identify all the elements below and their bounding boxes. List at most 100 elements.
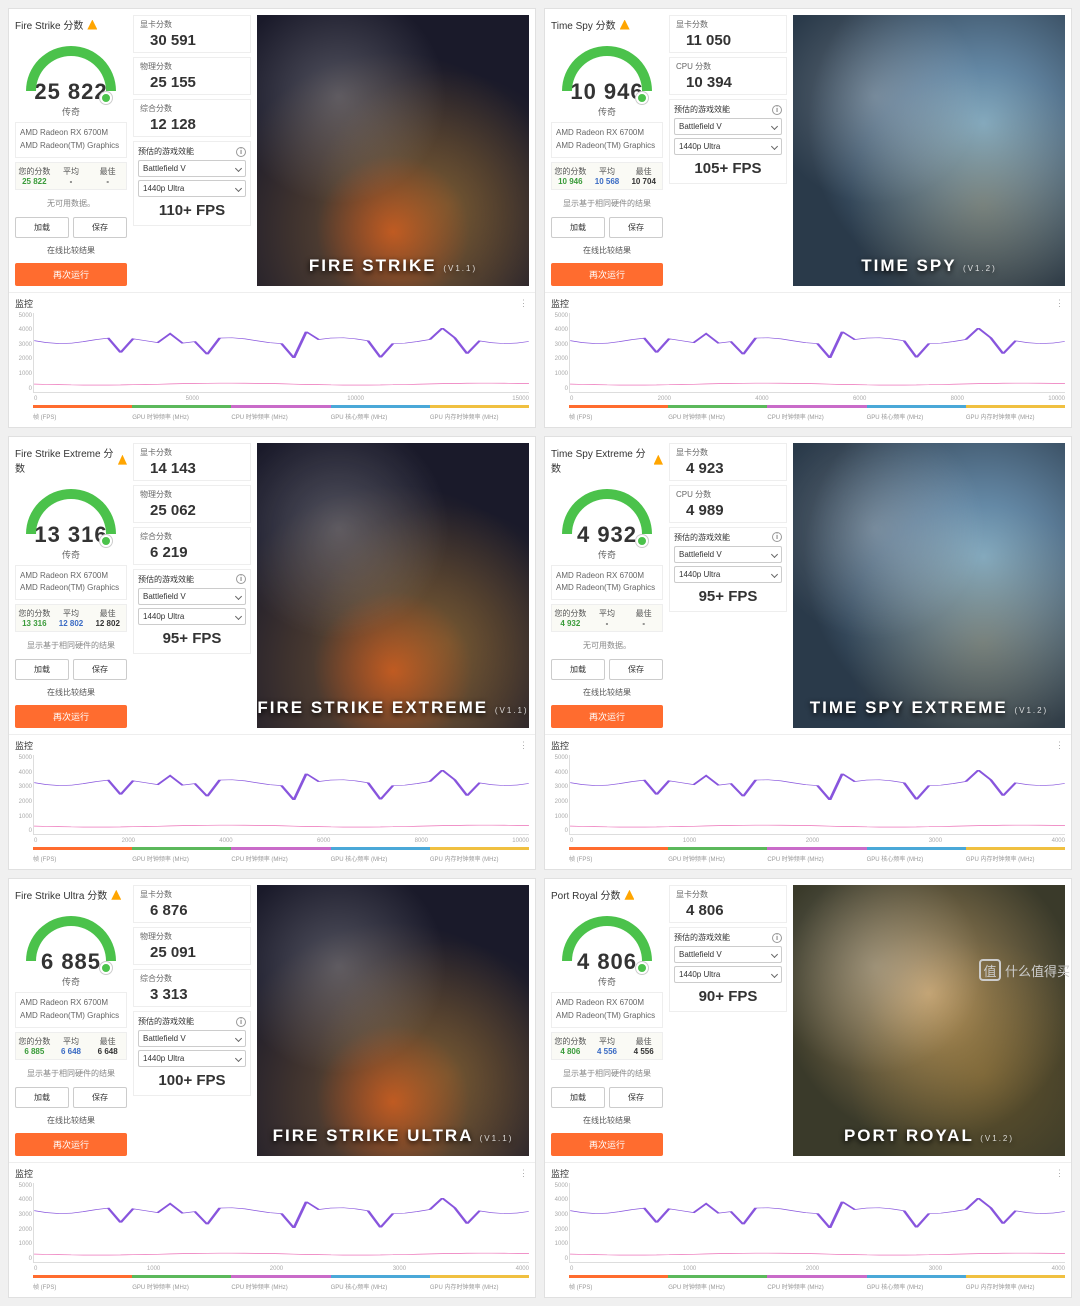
- compare-link[interactable]: 在线比较结果: [15, 684, 127, 701]
- hardware-info: AMD Radeon RX 6700M AMD Radeon(TM) Graph…: [15, 122, 127, 158]
- hardware-info: AMD Radeon RX 6700M AMD Radeon(TM) Graph…: [551, 565, 663, 601]
- info-icon[interactable]: i: [236, 1017, 246, 1027]
- more-icon[interactable]: ⋮: [1055, 298, 1065, 309]
- score-gauge: 10 946 传奇: [551, 38, 663, 118]
- dropdown[interactable]: Battlefield V: [674, 546, 782, 563]
- benchmark-panel-pr: Port Royal 分数 4 806 传奇 AMD Radeon RX 670…: [544, 878, 1072, 1298]
- monitor-chart: 500040003000200010000 01000200030004000: [33, 1183, 529, 1263]
- more-icon[interactable]: ⋮: [1055, 1168, 1065, 1179]
- save-button[interactable]: 保存: [73, 659, 127, 680]
- dropdown[interactable]: 1440p Ultra: [138, 608, 246, 625]
- rerun-button[interactable]: 再次运行: [15, 705, 127, 728]
- fps-value: 105+ FPS: [674, 158, 782, 179]
- panel-title: Time Spy 分数: [551, 15, 663, 34]
- monitor-section: 监控⋮ 500040003000200010000 05000100001500…: [9, 292, 535, 427]
- monitor-section: 监控⋮ 500040003000200010000 01000200030004…: [545, 734, 1071, 869]
- load-button[interactable]: 加载: [15, 217, 69, 238]
- info-icon[interactable]: i: [236, 147, 246, 157]
- rerun-button[interactable]: 再次运行: [551, 705, 663, 728]
- metric-combined_score: 综合分数 6 219: [133, 527, 251, 565]
- note-text: 无可用数据。: [551, 636, 663, 655]
- info-icon[interactable]: i: [772, 105, 782, 115]
- estimate-box: 预估的游戏效能i Battlefield V 1440p Ultra 95+ F…: [133, 569, 251, 654]
- save-button[interactable]: 保存: [609, 217, 663, 238]
- monitor-chart: 500040003000200010000 01000200030004000: [569, 755, 1065, 835]
- note-text: 无可用数据。: [15, 194, 127, 213]
- compare-link[interactable]: 在线比较结果: [15, 1112, 127, 1129]
- dropdown[interactable]: Battlefield V: [138, 1030, 246, 1047]
- fps-value: 90+ FPS: [674, 986, 782, 1007]
- save-button[interactable]: 保存: [609, 1087, 663, 1108]
- metric-gpu_score: 显卡分数 14 143: [133, 443, 251, 481]
- warning-icon: [118, 455, 127, 465]
- dropdown[interactable]: 1440p Ultra: [138, 1050, 246, 1067]
- dropdown[interactable]: Battlefield V: [674, 118, 782, 135]
- score-stats: 您的分数4 806 平均4 556 最佳4 556: [551, 1032, 663, 1060]
- warning-icon: [654, 455, 663, 465]
- metric-gpu_score: 显卡分数 4 806: [669, 885, 787, 923]
- chart-legend-labels: 帧 (FPS)GPU 时钟频率 (MHz)CPU 时钟频率 (MHz)GPU 核…: [33, 412, 529, 421]
- hero-image: FIRE STRIKE (V1.1): [257, 15, 529, 286]
- dropdown[interactable]: 1440p Ultra: [674, 138, 782, 155]
- dropdown[interactable]: Battlefield V: [138, 588, 246, 605]
- score-gauge: 6 885 传奇: [15, 908, 127, 988]
- info-icon[interactable]: i: [772, 532, 782, 542]
- metric-gpu_score: 显卡分数 6 876: [133, 885, 251, 923]
- dropdown[interactable]: 1440p Ultra: [138, 180, 246, 197]
- more-icon[interactable]: ⋮: [519, 298, 529, 309]
- score-stats: 您的分数4 932 平均- 最佳-: [551, 604, 663, 632]
- monitor-chart: 500040003000200010000 050001000015000: [33, 313, 529, 393]
- monitor-chart: 500040003000200010000 020004000600080001…: [569, 313, 1065, 393]
- hardware-info: AMD Radeon RX 6700M AMD Radeon(TM) Graph…: [551, 122, 663, 158]
- load-button[interactable]: 加载: [551, 217, 605, 238]
- rerun-button[interactable]: 再次运行: [15, 1133, 127, 1156]
- watermark: 值 什么值得买: [979, 959, 1070, 981]
- hero-image: TIME SPY EXTREME (V1.2): [793, 443, 1065, 729]
- hardware-info: AMD Radeon RX 6700M AMD Radeon(TM) Graph…: [551, 992, 663, 1028]
- save-button[interactable]: 保存: [73, 217, 127, 238]
- hero-image: FIRE STRIKE EXTREME (V1.1): [257, 443, 529, 729]
- compare-link[interactable]: 在线比较结果: [551, 684, 663, 701]
- load-button[interactable]: 加载: [15, 659, 69, 680]
- chart-legend-labels: 帧 (FPS)GPU 时钟频率 (MHz)CPU 时钟频率 (MHz)GPU 核…: [33, 1282, 529, 1291]
- estimate-box: 预估的游戏效能i Battlefield V 1440p Ultra 100+ …: [133, 1011, 251, 1096]
- dropdown[interactable]: 1440p Ultra: [674, 966, 782, 983]
- compare-link[interactable]: 在线比较结果: [551, 242, 663, 259]
- info-icon[interactable]: i: [236, 574, 246, 584]
- dropdown[interactable]: Battlefield V: [674, 946, 782, 963]
- estimate-box: 预估的游戏效能i Battlefield V 1440p Ultra 110+ …: [133, 141, 251, 226]
- load-button[interactable]: 加载: [551, 1087, 605, 1108]
- score-gauge: 25 822 传奇: [15, 38, 127, 118]
- benchmark-panel-tse: Time Spy Extreme 分数 4 932 传奇 AMD Radeon …: [544, 436, 1072, 871]
- dropdown[interactable]: 1440p Ultra: [674, 566, 782, 583]
- score-gauge: 4 806 传奇: [551, 908, 663, 988]
- note-text: 显示基于相同硬件的结果: [15, 1064, 127, 1083]
- save-button[interactable]: 保存: [73, 1087, 127, 1108]
- compare-link[interactable]: 在线比较结果: [551, 1112, 663, 1129]
- dropdown[interactable]: Battlefield V: [138, 160, 246, 177]
- panel-title: Time Spy Extreme 分数: [551, 443, 663, 477]
- info-icon[interactable]: i: [772, 933, 782, 943]
- more-icon[interactable]: ⋮: [1055, 740, 1065, 751]
- rerun-button[interactable]: 再次运行: [551, 263, 663, 286]
- note-text: 显示基于相同硬件的结果: [551, 1064, 663, 1083]
- compare-link[interactable]: 在线比较结果: [15, 242, 127, 259]
- hardware-info: AMD Radeon RX 6700M AMD Radeon(TM) Graph…: [15, 992, 127, 1028]
- more-icon[interactable]: ⋮: [519, 740, 529, 751]
- save-button[interactable]: 保存: [609, 659, 663, 680]
- load-button[interactable]: 加载: [15, 1087, 69, 1108]
- fps-value: 100+ FPS: [138, 1070, 246, 1091]
- estimate-box: 预估的游戏效能i Battlefield V 1440p Ultra 95+ F…: [669, 527, 787, 612]
- chart-legend-bars: [33, 847, 529, 851]
- note-text: 显示基于相同硬件的结果: [15, 636, 127, 655]
- more-icon[interactable]: ⋮: [519, 1168, 529, 1179]
- warning-icon: [624, 890, 634, 900]
- benchmark-panel-fs: Fire Strike 分数 25 822 传奇 AMD Radeon RX 6…: [8, 8, 536, 428]
- rerun-button[interactable]: 再次运行: [551, 1133, 663, 1156]
- metric-physics_score: 物理分数 25 062: [133, 485, 251, 523]
- monitor-chart: 500040003000200010000 01000200030004000: [569, 1183, 1065, 1263]
- monitor-chart: 500040003000200010000 020004000600080001…: [33, 755, 529, 835]
- load-button[interactable]: 加载: [551, 659, 605, 680]
- panel-title: Fire Strike Ultra 分数: [15, 885, 127, 904]
- rerun-button[interactable]: 再次运行: [15, 263, 127, 286]
